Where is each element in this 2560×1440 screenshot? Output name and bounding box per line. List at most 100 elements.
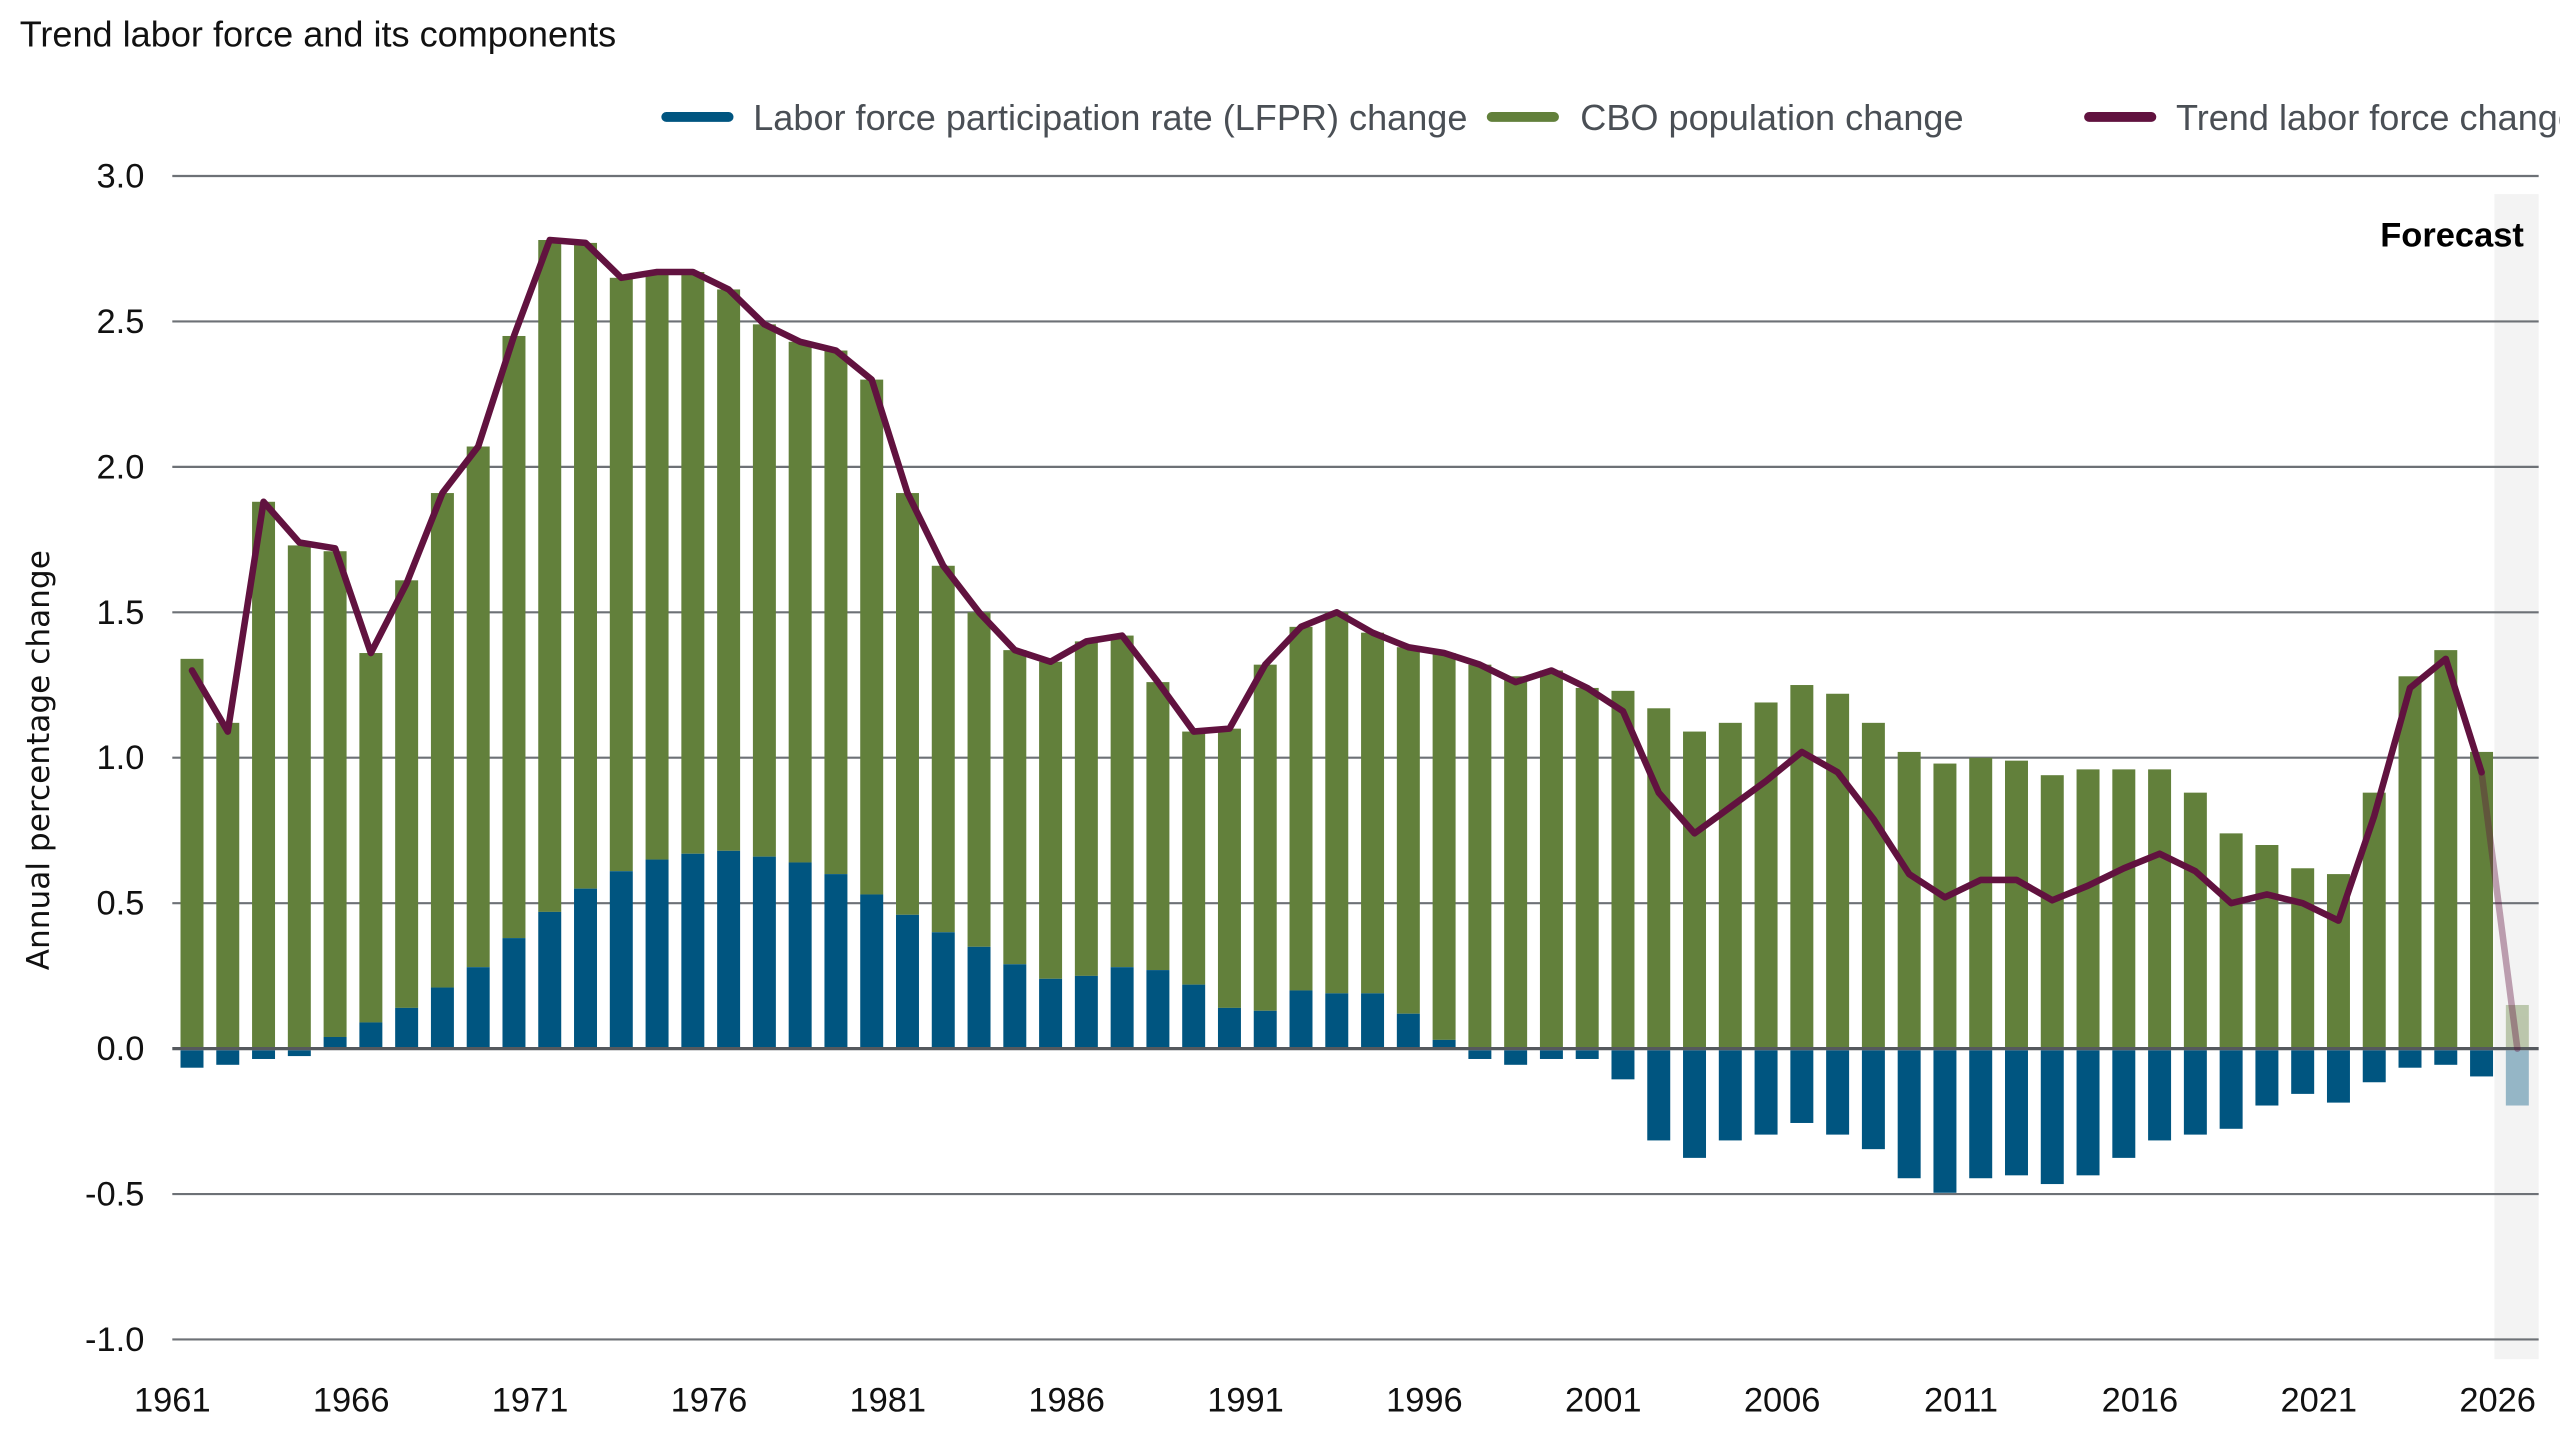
legend: Labor force participation rate (LFPR) ch… <box>661 97 2560 138</box>
pop-bar <box>1718 722 1742 1049</box>
pop-bar <box>1861 722 1885 1049</box>
pop-bar <box>287 545 311 1049</box>
legend-label-pop: CBO population change <box>1580 97 1963 138</box>
lfpr-bar <box>430 987 454 1049</box>
x-tick-label: 1971 <box>492 1382 569 1420</box>
lfpr-bar <box>1253 1010 1277 1049</box>
legend-item-pop: CBO population change <box>1486 97 1964 138</box>
lfpr-bar <box>1217 1007 1241 1049</box>
legend-item-trend: Trend labor force change <box>2084 97 2560 138</box>
lfpr-bar <box>1146 970 1170 1049</box>
lfpr-bar <box>1039 978 1063 1049</box>
lfpr-bar <box>1432 1039 1456 1049</box>
lfpr-bar <box>609 871 633 1049</box>
bar-2026 <box>2505 1004 2529 1106</box>
bar-2000 <box>1575 687 1599 1059</box>
pop-bar <box>2148 769 2172 1049</box>
bar-2025 <box>2470 751 2494 1077</box>
bar-2021 <box>2326 874 2350 1103</box>
lfpr-bar <box>896 914 919 1049</box>
bar-1965 <box>323 551 347 1049</box>
lfpr-bar <box>1718 1050 1742 1141</box>
pop-bar <box>645 271 669 860</box>
trend-line-forecast <box>2478 769 2521 1052</box>
bar-2007 <box>1826 693 1850 1135</box>
bar-1967 <box>395 580 419 1049</box>
trend-line-group <box>188 236 2521 1052</box>
lfpr-bar <box>1539 1050 1563 1059</box>
lfpr-bar <box>1754 1050 1778 1135</box>
bar-1992 <box>1289 626 1313 1049</box>
pop-bar <box>1790 685 1814 1049</box>
y-tick-label: 1.5 <box>97 594 145 632</box>
bar-1988 <box>1146 682 1170 1049</box>
pop-bar <box>2183 792 2207 1049</box>
bar-1985 <box>1039 661 1063 1049</box>
y-tick-label: 2.5 <box>97 303 145 341</box>
bar-2010 <box>1933 763 1957 1193</box>
bar-1973 <box>609 277 633 1049</box>
y-axis-title: Annual percentage change <box>21 550 57 970</box>
bar-2018 <box>2219 833 2243 1129</box>
lfpr-bar <box>1003 964 1027 1049</box>
pop-bar <box>1754 702 1778 1049</box>
lfpr-bar <box>2040 1050 2064 1185</box>
lfpr-bar <box>395 1007 419 1049</box>
y-tick-label: 0.5 <box>97 885 145 923</box>
bar-2022 <box>2362 792 2386 1083</box>
bar-1991 <box>1253 664 1277 1049</box>
pop-bar <box>860 379 884 895</box>
pop-bar <box>1074 641 1098 976</box>
y-tick-label: 3.0 <box>97 157 145 195</box>
bar-1980 <box>860 379 884 1049</box>
lfpr-bar <box>2362 1050 2386 1083</box>
bar-1995 <box>1396 647 1420 1049</box>
pop-bar <box>1396 647 1420 1014</box>
pop-bar <box>2362 792 2386 1049</box>
pop-bar <box>359 653 383 1023</box>
bar-2014 <box>2076 769 2100 1176</box>
lfpr-bar <box>216 1050 240 1065</box>
lfpr-bar <box>2219 1050 2243 1129</box>
pop-bar <box>502 335 526 939</box>
lfpr-bar <box>645 859 669 1049</box>
bar-1996 <box>1432 653 1456 1049</box>
bar-1969 <box>466 446 490 1049</box>
lfpr-bar <box>1861 1050 1885 1150</box>
legend-label-lfpr: Labor force participation rate (LFPR) ch… <box>753 97 1467 138</box>
pop-bar <box>252 501 276 1049</box>
bar-1990 <box>1217 728 1241 1049</box>
pop-bar <box>967 612 991 947</box>
lfpr-bar <box>2470 1050 2494 1077</box>
bar-1968 <box>430 493 454 1049</box>
pop-bar <box>2255 845 2279 1049</box>
bar-1998 <box>1504 676 1528 1065</box>
x-tick-label: 1986 <box>1028 1382 1105 1420</box>
bar-2015 <box>2112 769 2136 1158</box>
bar-1961 <box>180 658 204 1068</box>
lfpr-bar <box>502 938 526 1049</box>
lfpr-bar <box>359 1022 383 1049</box>
pop-bar <box>395 580 419 1008</box>
lfpr-bar <box>2326 1050 2350 1103</box>
lfpr-bar <box>681 853 705 1049</box>
bar-1970 <box>502 335 526 1049</box>
pop-bar <box>2505 1004 2529 1049</box>
y-tick-label: 0.0 <box>97 1030 145 1068</box>
lfpr-bar <box>931 932 955 1049</box>
pop-bar <box>609 277 633 872</box>
pop-bar <box>1039 661 1063 979</box>
forecast-label: Forecast <box>2380 217 2524 255</box>
bar-2023 <box>2398 676 2422 1068</box>
pop-bar <box>1361 632 1385 994</box>
pop-bar <box>2470 751 2494 1049</box>
lfpr-bar <box>538 911 562 1049</box>
bar-2002 <box>1647 708 1671 1141</box>
lfpr-bar <box>1396 1013 1420 1049</box>
x-tick-label: 1991 <box>1207 1382 1284 1420</box>
pop-bar <box>1504 676 1528 1049</box>
bar-1989 <box>1182 731 1206 1049</box>
x-tick-label: 1961 <box>134 1382 211 1420</box>
pop-bar <box>2398 676 2422 1049</box>
pop-bar <box>1933 763 1957 1049</box>
